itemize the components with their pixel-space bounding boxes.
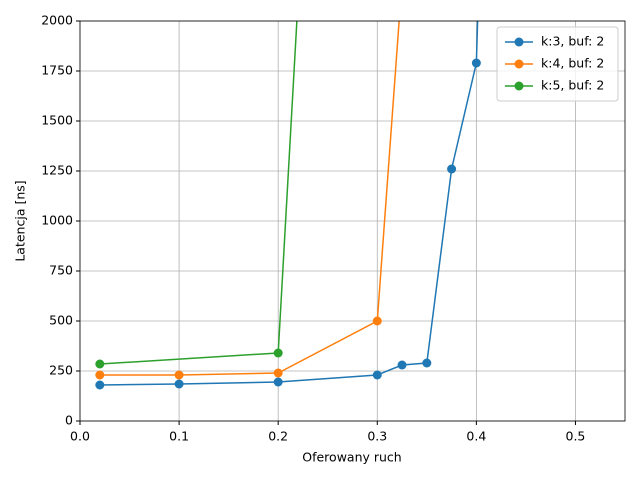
marker xyxy=(95,359,105,369)
legend-marker xyxy=(514,81,524,91)
y-tick-label: 0 xyxy=(65,413,73,428)
legend-marker xyxy=(514,37,524,47)
marker xyxy=(372,316,382,326)
ticks: 0.0 0.1 0.2 0.3 0.4 0.5 0 250 500 750 1000 1250 1500… xyxy=(41,13,585,444)
line xyxy=(99,21,479,386)
y-tick-label: 1250 xyxy=(41,163,73,178)
y-tick-label: 250 xyxy=(49,363,73,378)
marker xyxy=(174,379,184,389)
y-tick-label: 2000 xyxy=(41,13,73,28)
legend: k:3, buf: 2 k:4, buf: 2 k:5, buf: 2 xyxy=(496,26,619,102)
legend-box xyxy=(496,26,619,102)
x-tick-label: 0.3 xyxy=(367,429,387,444)
legend-label: k:5, buf: 2 xyxy=(541,78,604,93)
y-tick-label: 750 xyxy=(49,263,73,278)
y-tick-label: 1500 xyxy=(41,113,73,128)
x-tick-label: 0.0 xyxy=(70,429,90,444)
marker xyxy=(397,360,407,370)
line xyxy=(99,21,400,376)
legend-label: k:4, buf: 2 xyxy=(541,56,604,71)
x-tick-label: 0.2 xyxy=(268,429,288,444)
y-tick-label: 500 xyxy=(49,313,73,328)
x-axis-label: Oferowany ruch xyxy=(302,450,401,465)
legend-label: k:3, buf: 2 xyxy=(541,34,604,49)
x-tick-label: 0.1 xyxy=(169,429,189,444)
marker xyxy=(422,358,432,368)
line xyxy=(99,21,298,365)
x-tick-label: 0.5 xyxy=(566,429,586,444)
marker xyxy=(174,370,184,380)
marker xyxy=(95,380,105,390)
marker xyxy=(447,164,457,174)
y-tick-label: 1750 xyxy=(41,63,73,78)
marker xyxy=(471,58,481,68)
y-tick-label: 1000 xyxy=(41,213,73,228)
plot-area xyxy=(95,21,481,390)
marker xyxy=(95,370,105,380)
marker xyxy=(273,377,283,387)
legend-marker xyxy=(514,59,524,69)
marker xyxy=(273,348,283,358)
marker xyxy=(273,368,283,378)
marker xyxy=(372,370,382,380)
x-tick-label: 0.4 xyxy=(466,429,486,444)
y-axis-label: Latencja [ns] xyxy=(13,180,28,261)
